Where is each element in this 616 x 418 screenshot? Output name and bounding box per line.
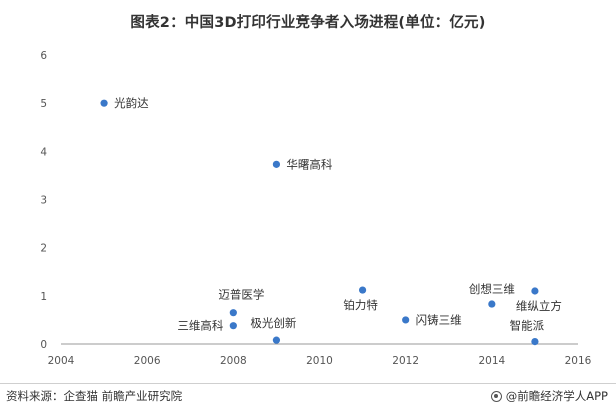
x-tick-label: 2012 bbox=[392, 355, 419, 367]
data-points bbox=[100, 99, 539, 346]
y-tick-label: 6 bbox=[40, 50, 47, 62]
point-label: 创想三维 bbox=[469, 282, 515, 296]
data-point bbox=[272, 336, 281, 344]
data-point bbox=[531, 287, 539, 295]
data-point bbox=[488, 300, 496, 308]
y-tick-label: 3 bbox=[40, 195, 47, 207]
data-point bbox=[358, 286, 367, 294]
tick-labels: 2004 2006 2008 2010 2012 2014 2016 0 1 2 3 4 5 6 bbox=[40, 50, 591, 367]
x-tick-label: 2014 bbox=[478, 355, 505, 367]
point-label: 极光创新 bbox=[250, 316, 296, 330]
footer-divider bbox=[0, 383, 616, 384]
brand-logo-icon bbox=[490, 390, 502, 402]
point-label: 三维高科 bbox=[177, 319, 223, 333]
data-point bbox=[100, 99, 108, 107]
y-tick-label: 0 bbox=[40, 339, 47, 351]
x-tick-label: 2006 bbox=[134, 355, 161, 367]
point-label: 闪铸三维 bbox=[416, 313, 462, 327]
x-tick-label: 2008 bbox=[220, 355, 247, 367]
data-point bbox=[531, 337, 539, 346]
chart-title: 图表2：中国3D打印行业竞争者入场进程(单位：亿元) bbox=[130, 15, 486, 31]
x-tick-label: 2016 bbox=[565, 355, 592, 367]
source-note: 资料来源：企查猫 前瞻产业研究院 bbox=[6, 389, 183, 403]
x-tick-label: 2004 bbox=[48, 355, 75, 367]
point-label: 铂力特 bbox=[343, 298, 378, 312]
point-label: 光韵达 bbox=[114, 96, 149, 110]
x-tick-label: 2010 bbox=[306, 355, 333, 367]
data-point bbox=[229, 309, 237, 317]
brand-text: @前瞻经济学人APP bbox=[505, 389, 608, 403]
y-tick-label: 1 bbox=[40, 291, 47, 303]
y-tick-label: 2 bbox=[40, 243, 47, 255]
y-tick-label: 4 bbox=[40, 146, 47, 158]
data-point bbox=[272, 160, 281, 168]
point-label: 华曙高科 bbox=[286, 157, 332, 171]
brand-credit: @前瞻经济学人APP bbox=[490, 388, 608, 404]
y-tick-label: 5 bbox=[40, 98, 47, 110]
data-point bbox=[402, 316, 410, 324]
point-label: 智能派 bbox=[510, 319, 545, 333]
point-label: 维纵立方 bbox=[516, 299, 562, 313]
data-point bbox=[229, 322, 237, 330]
point-label: 迈普医学 bbox=[218, 288, 264, 302]
